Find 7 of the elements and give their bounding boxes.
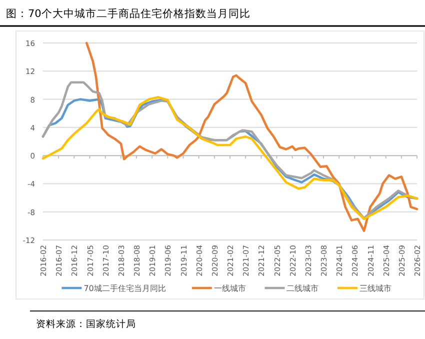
chart-title: 图：70个大中城市二手商品住宅价格指数当月同比: [6, 7, 250, 20]
legend-label: 三线城市: [360, 284, 392, 293]
legend-label: 一线城市: [214, 284, 246, 293]
line-series: [85, 42, 418, 232]
text: 资料来源：国家统计局: [36, 318, 136, 330]
legend-label: 70城二手住宅当月同比: [84, 284, 166, 293]
legend-label: 二线城市: [286, 284, 319, 293]
